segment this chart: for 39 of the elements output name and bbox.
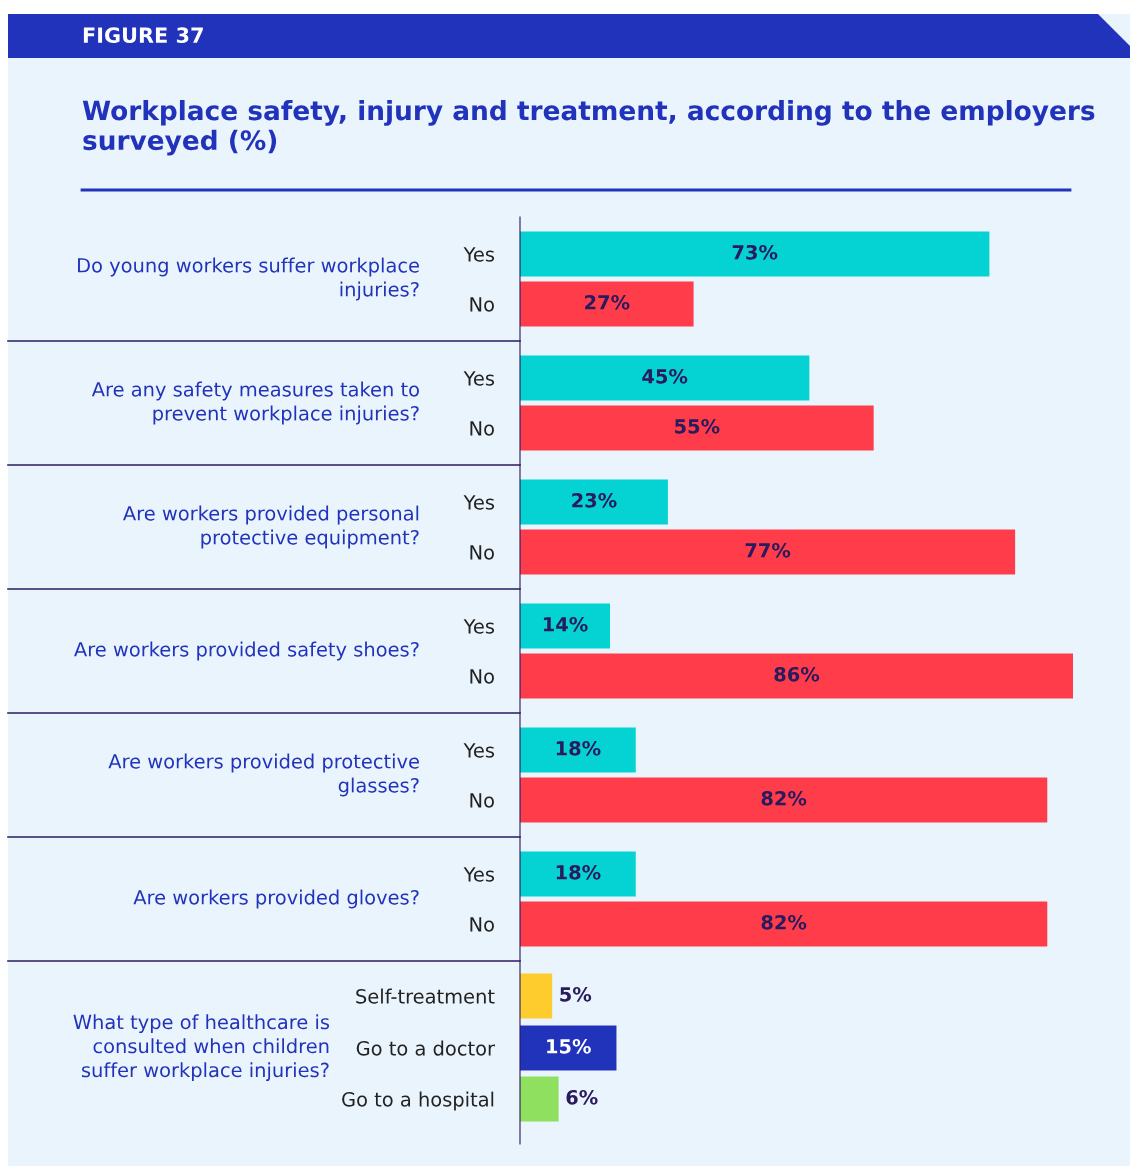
y-tick-label: Go to a doctor bbox=[356, 1040, 495, 1056]
data-label: 18% bbox=[556, 740, 601, 756]
y-tick-label: No bbox=[470, 917, 494, 932]
y-tick-label: No bbox=[470, 297, 494, 312]
data-label: 82% bbox=[761, 914, 807, 930]
text: Do young workers suffer workplace injuries? bbox=[78, 257, 419, 301]
data-label: 77% bbox=[745, 542, 791, 558]
data-label: 18% bbox=[556, 864, 601, 880]
data-label: 5% bbox=[560, 986, 592, 1002]
y-tick-label: Yes bbox=[463, 743, 495, 758]
text: FIGURE 37 bbox=[83, 27, 203, 44]
data-label: 15% bbox=[547, 1038, 591, 1054]
text: Are workers provided protective glasses? bbox=[108, 753, 419, 797]
text: What type of healthcare is consulted when children suffer workplace injuries? bbox=[73, 1014, 330, 1082]
data-label: 55% bbox=[675, 418, 720, 434]
y-tick-label: No bbox=[470, 793, 494, 808]
data-label: 27% bbox=[585, 294, 630, 310]
data-label: 14% bbox=[543, 616, 588, 632]
chart-title: Workplace safety, injury and treatment, according to the employers surveyed (%) bbox=[82, 100, 1095, 156]
y-tick-label: No bbox=[470, 545, 494, 560]
data-label: 82% bbox=[761, 790, 807, 806]
data-label: 23% bbox=[572, 492, 617, 508]
y-tick-label: Yes bbox=[463, 619, 495, 634]
text: Are workers provided gloves? bbox=[133, 889, 419, 909]
y-tick-label: Yes bbox=[463, 495, 495, 510]
text: Are workers provided personal protective equipment? bbox=[123, 505, 419, 549]
y-tick-label: Yes bbox=[463, 867, 495, 882]
y-tick-label: No bbox=[470, 669, 494, 684]
y-tick-label: Yes bbox=[463, 247, 495, 262]
data-label: 86% bbox=[774, 666, 820, 682]
text: Are any safety measures taken to prevent workplace injuries? bbox=[91, 381, 419, 425]
y-tick-label: Self-treatment bbox=[356, 988, 495, 1004]
data-label: 6% bbox=[566, 1089, 598, 1105]
y-tick-label: Yes bbox=[463, 371, 495, 386]
data-label: 45% bbox=[642, 368, 688, 384]
y-tick-label: Go to a hospital bbox=[342, 1091, 494, 1111]
data-label: 73% bbox=[732, 244, 778, 260]
y-tick-label: No bbox=[470, 421, 494, 436]
text: Are workers provided safety shoes? bbox=[74, 641, 419, 661]
